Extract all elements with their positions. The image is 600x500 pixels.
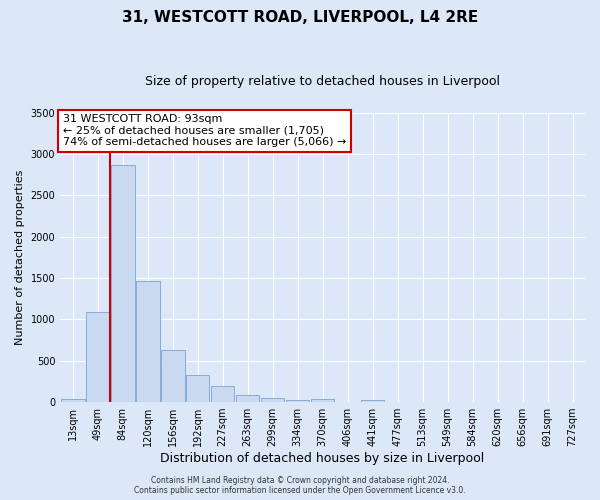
Bar: [86, 312, 110, 402]
Y-axis label: Number of detached properties: Number of detached properties: [15, 170, 25, 345]
Title: Size of property relative to detached houses in Liverpool: Size of property relative to detached ho…: [145, 75, 500, 88]
Text: Contains HM Land Registry data © Crown copyright and database right 2024.
Contai: Contains HM Land Registry data © Crown c…: [134, 476, 466, 495]
Text: 31, WESTCOTT ROAD, LIVERPOOL, L4 2RE: 31, WESTCOTT ROAD, LIVERPOOL, L4 2RE: [122, 10, 478, 25]
Bar: [361, 400, 385, 402]
Bar: [111, 165, 134, 402]
Bar: [161, 350, 185, 402]
Bar: [211, 386, 235, 402]
Bar: [136, 280, 160, 402]
Bar: [61, 399, 85, 402]
X-axis label: Distribution of detached houses by size in Liverpool: Distribution of detached houses by size …: [160, 452, 485, 465]
Text: 31 WESTCOTT ROAD: 93sqm
← 25% of detached houses are smaller (1,705)
74% of semi: 31 WESTCOTT ROAD: 93sqm ← 25% of detache…: [63, 114, 346, 148]
Bar: [311, 399, 334, 402]
Bar: [186, 375, 209, 402]
Bar: [261, 398, 284, 402]
Bar: [286, 400, 310, 402]
Bar: [236, 394, 259, 402]
